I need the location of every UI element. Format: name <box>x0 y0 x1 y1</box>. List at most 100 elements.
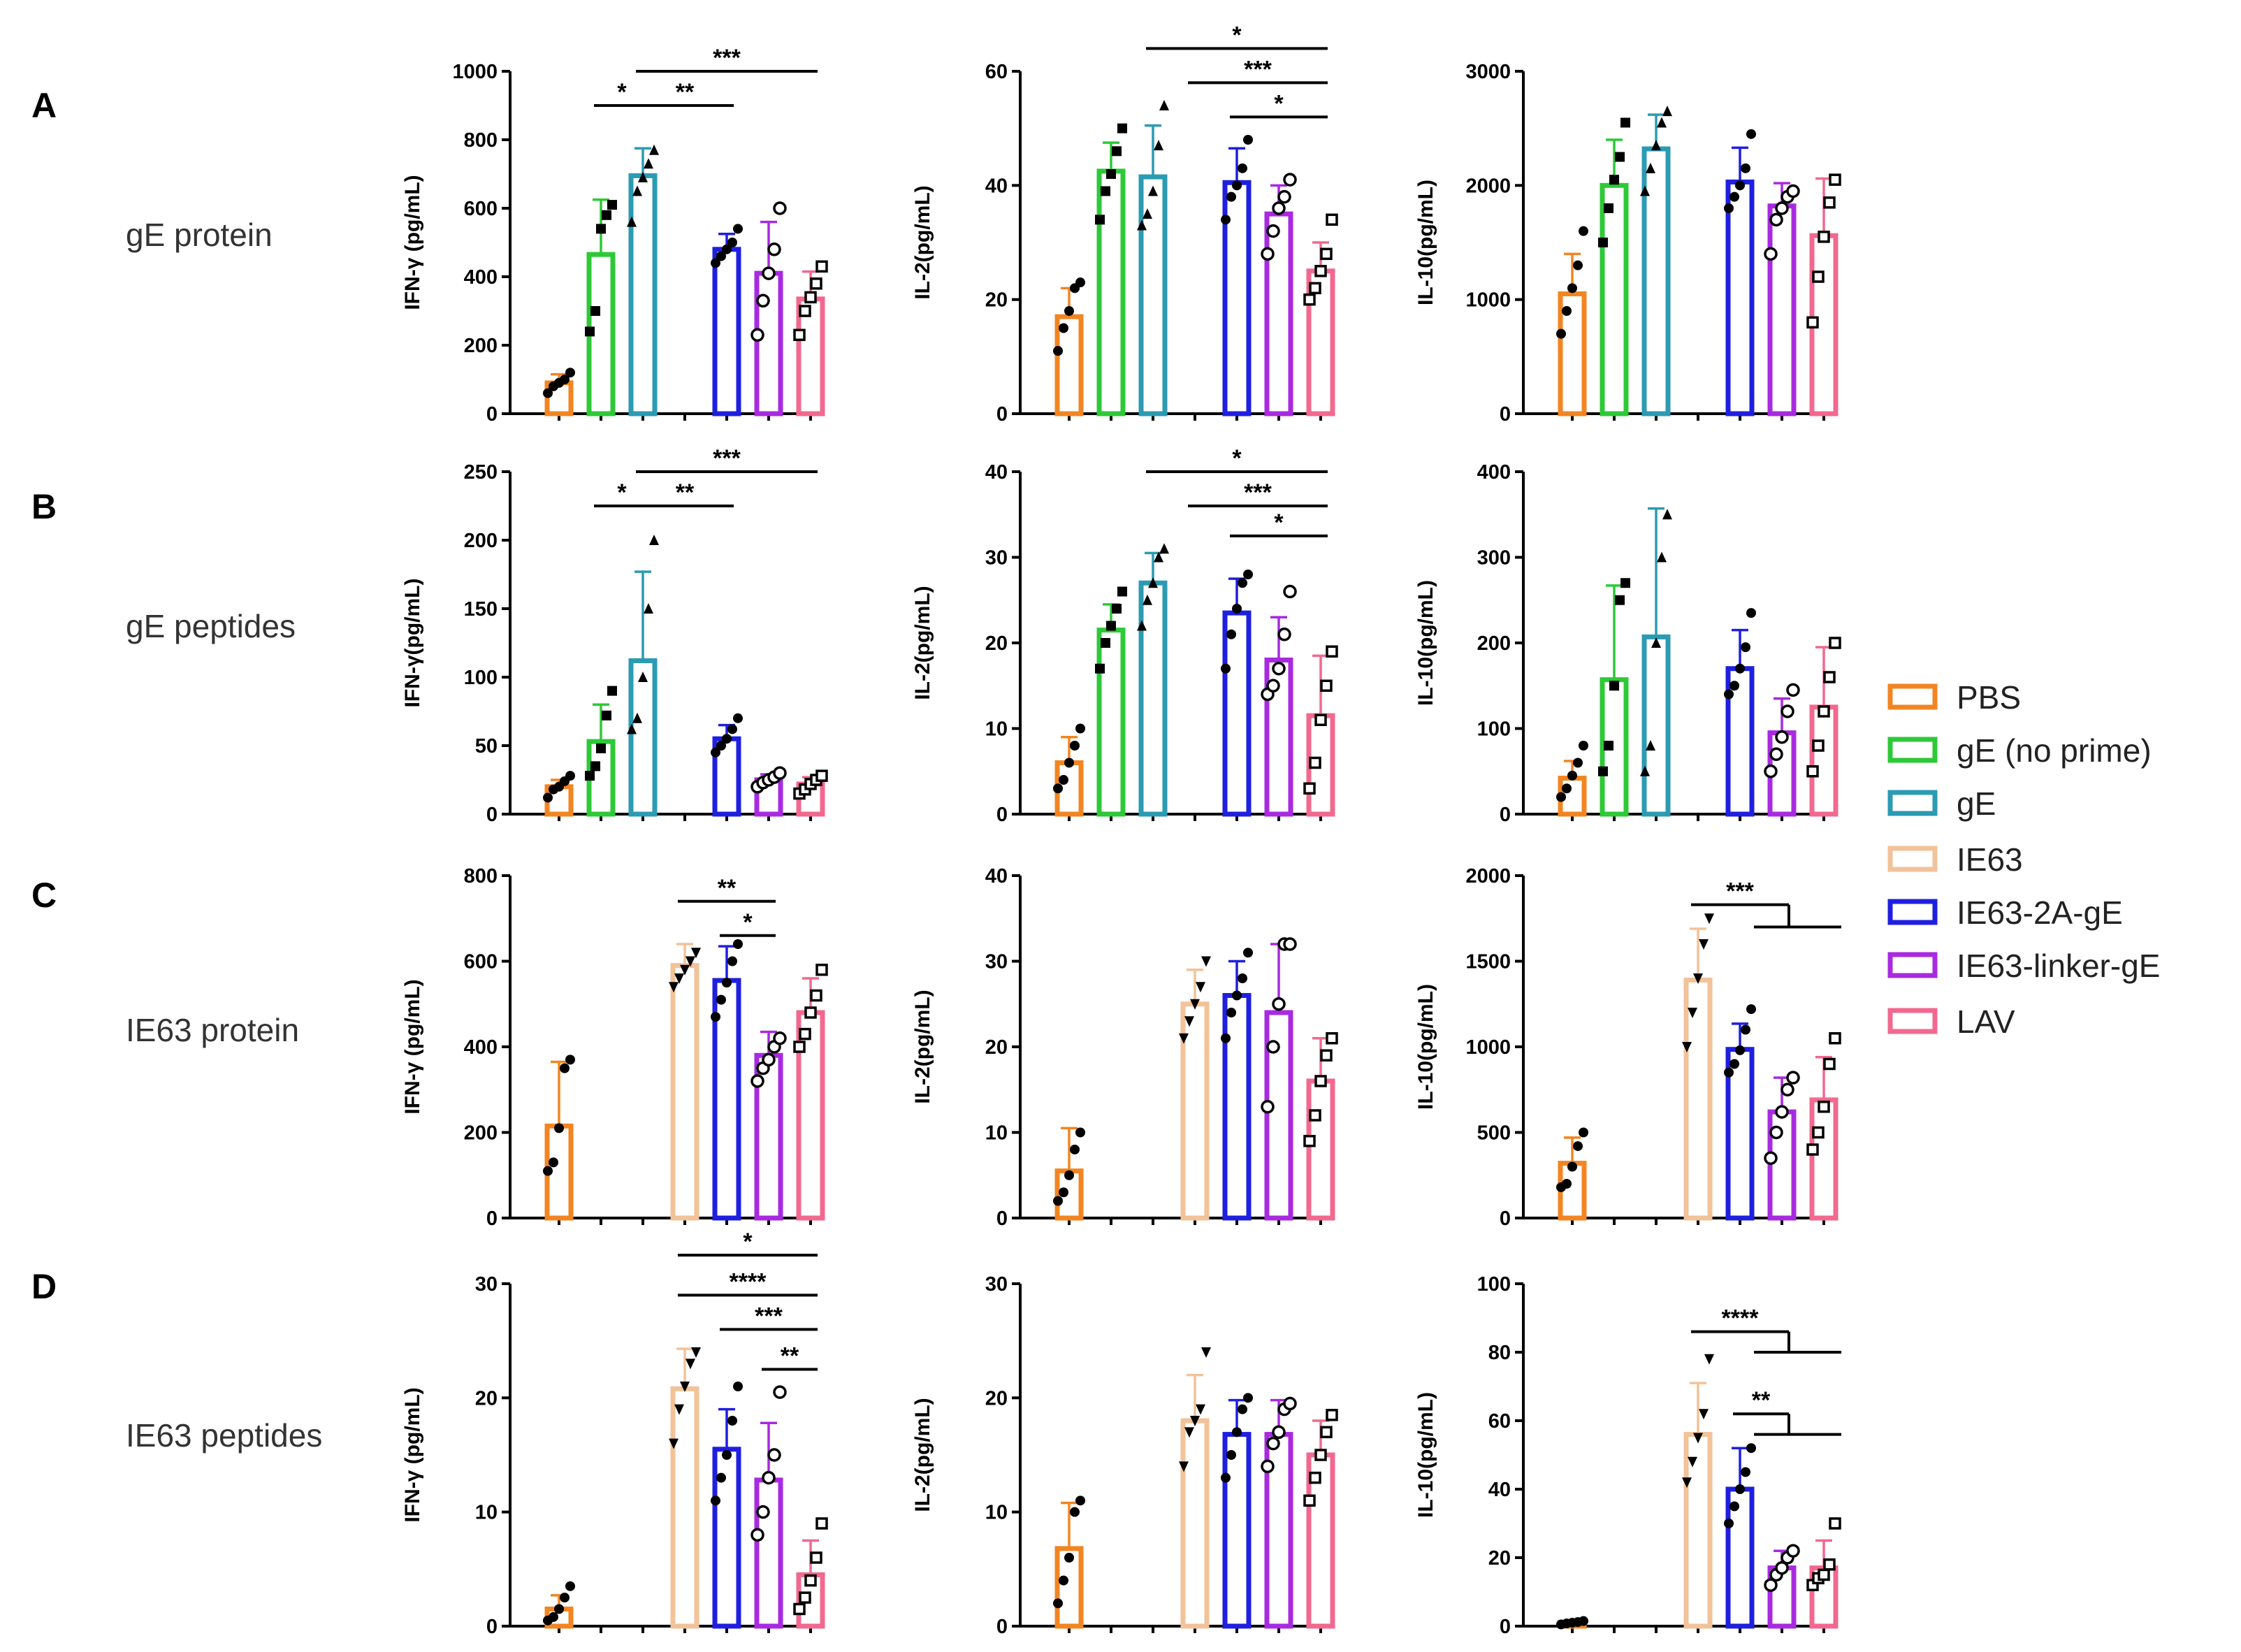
data-point <box>669 982 679 993</box>
data-point <box>1143 208 1152 219</box>
data-point <box>1283 584 1297 599</box>
data-point <box>1277 189 1291 204</box>
data-point <box>1137 219 1147 231</box>
data-point <box>1075 1495 1085 1506</box>
data-point <box>1179 1033 1189 1044</box>
data-point <box>1823 196 1836 209</box>
data-point <box>1266 1436 1280 1451</box>
data-point <box>1190 1416 1200 1426</box>
data-point <box>1283 937 1297 951</box>
data-point <box>543 792 553 803</box>
y-tick-label: 600 <box>464 951 498 973</box>
y-axis-label: IL-10(pg/mL) <box>1414 580 1437 706</box>
y-tick-label: 200 <box>464 335 498 357</box>
data-point <box>1746 608 1756 618</box>
y-tick-label: 400 <box>464 1036 498 1059</box>
data-point <box>1059 1187 1068 1198</box>
data-point <box>1741 163 1750 173</box>
data-point <box>1704 913 1714 925</box>
data-point <box>1243 135 1253 145</box>
data-point <box>1573 1141 1583 1152</box>
data-point <box>1064 306 1074 316</box>
data-point <box>1829 1517 1841 1530</box>
legend-swatch-pbs <box>1887 683 1938 710</box>
data-point <box>649 144 659 155</box>
data-point <box>1775 201 1789 215</box>
data-point <box>1309 1109 1321 1122</box>
bar-IE63-2A-gE <box>1725 1486 1755 1629</box>
data-point <box>1704 1354 1714 1365</box>
data-point <box>1829 637 1841 649</box>
legend-label-pbs: PBS <box>1957 679 2021 716</box>
y-tick-label: 2000 <box>1465 865 1511 887</box>
data-point <box>716 994 726 1005</box>
data-point <box>1735 1045 1745 1055</box>
data-point <box>1729 681 1739 691</box>
data-point <box>1657 117 1667 128</box>
data-point <box>1326 213 1338 226</box>
data-point <box>815 964 828 976</box>
data-point <box>1320 1049 1333 1062</box>
data-point <box>1662 106 1672 117</box>
y-tick-label: 20 <box>475 1387 498 1410</box>
significance-label: ** <box>676 79 695 106</box>
data-point <box>793 1602 806 1616</box>
data-point <box>632 712 642 723</box>
significance-label: * <box>743 909 753 936</box>
data-point <box>1769 747 1783 761</box>
data-point <box>1309 756 1321 769</box>
significance-label: * <box>1274 509 1284 536</box>
y-axis-label: IFN-γ (pg/mL) <box>401 979 424 1114</box>
data-point <box>1688 1456 1697 1468</box>
data-point <box>1579 741 1588 751</box>
data-point <box>644 603 653 614</box>
y-tick-label: 40 <box>985 865 1008 887</box>
data-point <box>1682 1042 1692 1052</box>
data-point <box>793 1041 806 1053</box>
y-axis-label: IL-2(pg/mL) <box>911 586 934 700</box>
y-tick-label: 1000 <box>1465 289 1511 312</box>
bar-gE <box>1641 634 1671 817</box>
legend-swatch-ge <box>1887 790 1938 816</box>
data-point <box>596 743 606 753</box>
bar-gE <box>628 173 658 416</box>
data-point <box>1226 629 1236 639</box>
legend-label-lav: LAV <box>1957 1003 2015 1040</box>
data-point <box>1243 570 1253 579</box>
y-tick-label: 3000 <box>1465 61 1511 83</box>
legend-label-ge-no-prime: gE (no prime) <box>1957 732 2152 769</box>
data-point <box>1812 1126 1825 1139</box>
y-tick-label: 20 <box>1488 1547 1511 1570</box>
data-point <box>1243 1393 1253 1403</box>
y-tick-label: 100 <box>464 667 498 689</box>
data-point <box>815 1517 828 1530</box>
y-tick-label: 30 <box>475 1273 498 1296</box>
data-point <box>1764 1151 1778 1165</box>
significance-label: * <box>1232 445 1242 472</box>
significance-label: *** <box>1244 56 1272 82</box>
data-point <box>590 306 600 316</box>
data-point <box>1818 705 1830 718</box>
data-point <box>1243 948 1253 958</box>
data-point <box>1829 1032 1841 1045</box>
chart-9: 0 500 1000 1500 2000 IL-10(pg/mL) *** <box>1414 865 1841 1230</box>
bar-gE (no prime) <box>1096 628 1126 817</box>
data-point <box>1303 293 1316 306</box>
data-point <box>1741 1467 1750 1477</box>
data-point <box>1806 765 1819 778</box>
significance-label: *** <box>713 445 741 472</box>
data-point <box>1567 1161 1577 1172</box>
data-point <box>750 1074 764 1088</box>
data-point <box>1746 1443 1756 1454</box>
data-point <box>1579 1616 1588 1626</box>
data-point <box>1729 191 1739 202</box>
chart-3: 0 1000 2000 3000 IL-10(pg/mL) <box>1414 61 1841 426</box>
data-point <box>1075 277 1085 288</box>
data-point <box>1148 185 1158 196</box>
bar-gE <box>628 658 658 817</box>
data-point <box>1272 201 1286 215</box>
data-point <box>1609 175 1619 185</box>
significance-label: * <box>617 479 627 506</box>
legend-swatch-ge-no-prime <box>1887 737 1938 763</box>
